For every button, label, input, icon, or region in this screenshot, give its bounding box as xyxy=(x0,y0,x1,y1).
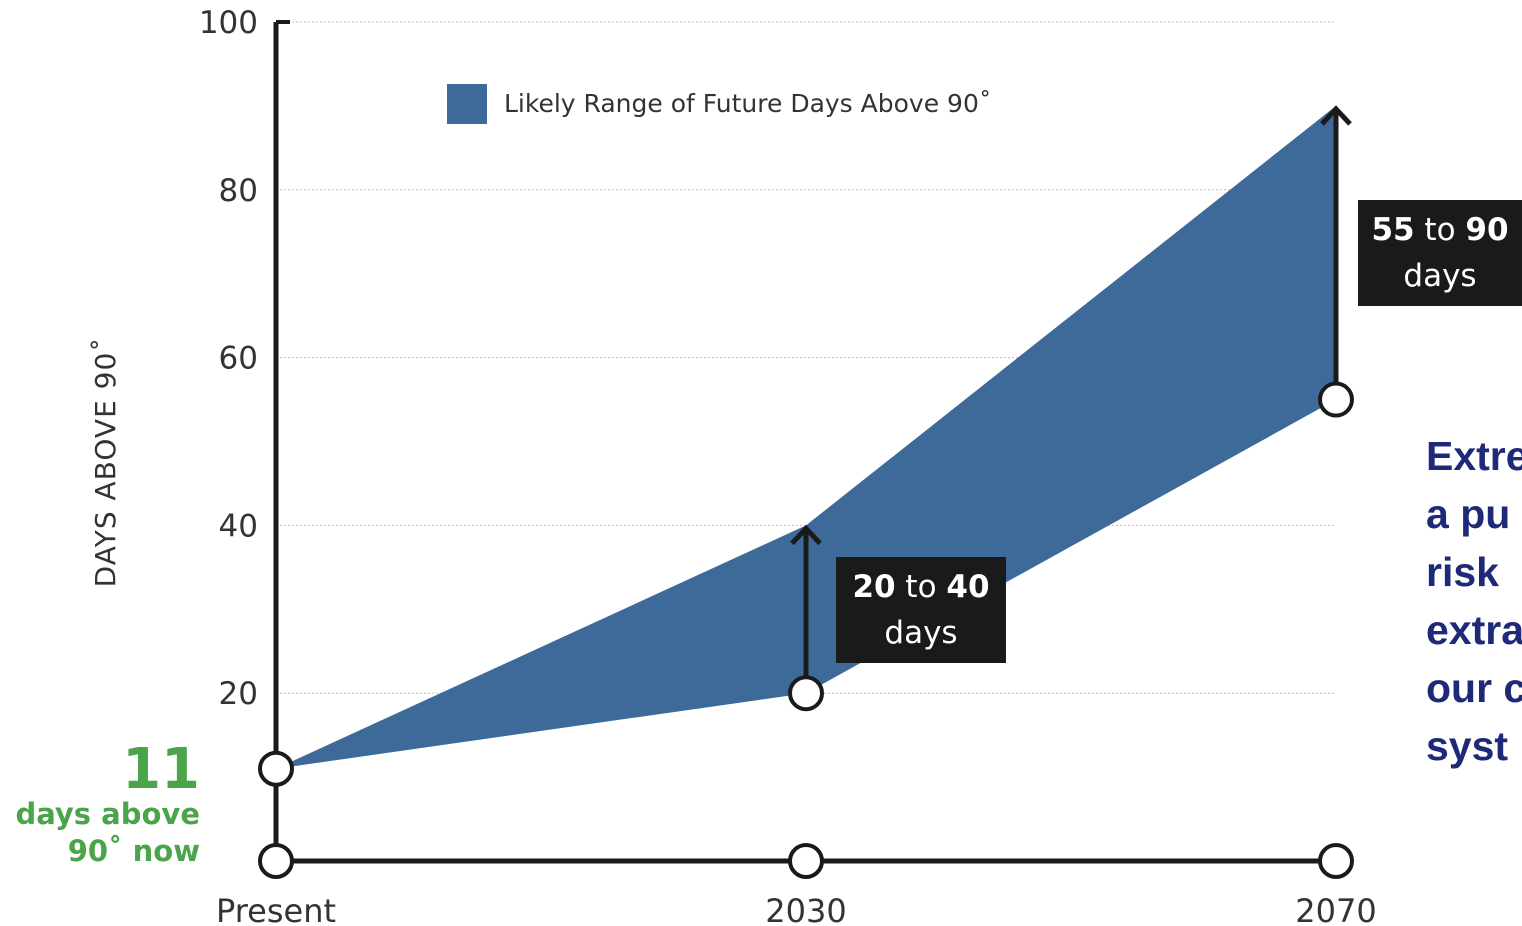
side-text-line-3: extra xyxy=(1426,607,1522,653)
data-point-Present xyxy=(258,750,294,787)
present-value: 11 xyxy=(122,737,200,802)
annotation-2030-low: 20 xyxy=(852,569,895,605)
annotation-2030-range-text: 20 to 40 xyxy=(852,569,989,605)
annotation-2070-low: 55 xyxy=(1371,212,1414,248)
x-tick-label-Present: Present xyxy=(216,892,336,926)
annotation-2030-high: 40 xyxy=(946,569,989,605)
side-text-line-4: our c xyxy=(1426,665,1522,711)
data-point-2070 xyxy=(1318,381,1354,418)
x-tick-label-2030: 2030 xyxy=(765,892,846,926)
annotation-2070-high: 90 xyxy=(1465,212,1508,248)
y-tick-label-20: 20 xyxy=(219,676,258,712)
arrow-2030-head xyxy=(790,524,822,546)
axis-marker-2030 xyxy=(788,843,824,879)
annotation-2070-to: to xyxy=(1415,212,1466,248)
annotation-2070-unit: days xyxy=(1403,258,1476,294)
y-axis-label: DAYS ABOVE 90˚ xyxy=(89,337,122,588)
annotation-2030-to: to xyxy=(896,569,947,605)
y-tick-label-60: 60 xyxy=(219,341,258,377)
axis-marker-Present xyxy=(258,843,294,879)
axis-marker-2070 xyxy=(1318,843,1354,879)
y-tick-label-80: 80 xyxy=(219,173,258,209)
y-tick-label-100: 100 xyxy=(199,5,258,41)
annotation-2030-unit: days xyxy=(884,615,957,651)
present-label-line2: 90˚ now xyxy=(68,834,200,868)
side-text-line-2: risk xyxy=(1426,549,1499,595)
annotation-2070-range-text: 55 to 90 xyxy=(1371,212,1508,248)
y-tick-label-40: 40 xyxy=(219,508,258,544)
side-text-line-0: Extre xyxy=(1426,433,1522,479)
side-text-line-5: syst xyxy=(1426,723,1508,769)
legend-swatch xyxy=(447,84,487,124)
present-label-line1: days above xyxy=(15,797,200,831)
annotation-2030-bg xyxy=(836,557,1006,663)
x-tick-label-2070: 2070 xyxy=(1295,892,1376,926)
arrow-2070-head xyxy=(1320,105,1352,126)
legend-label: Likely Range of Future Days Above 90˚ xyxy=(504,89,991,118)
data-point-2030 xyxy=(788,675,824,712)
side-text-line-1: a pu xyxy=(1426,491,1510,537)
annotation-2070-bg xyxy=(1358,200,1522,306)
